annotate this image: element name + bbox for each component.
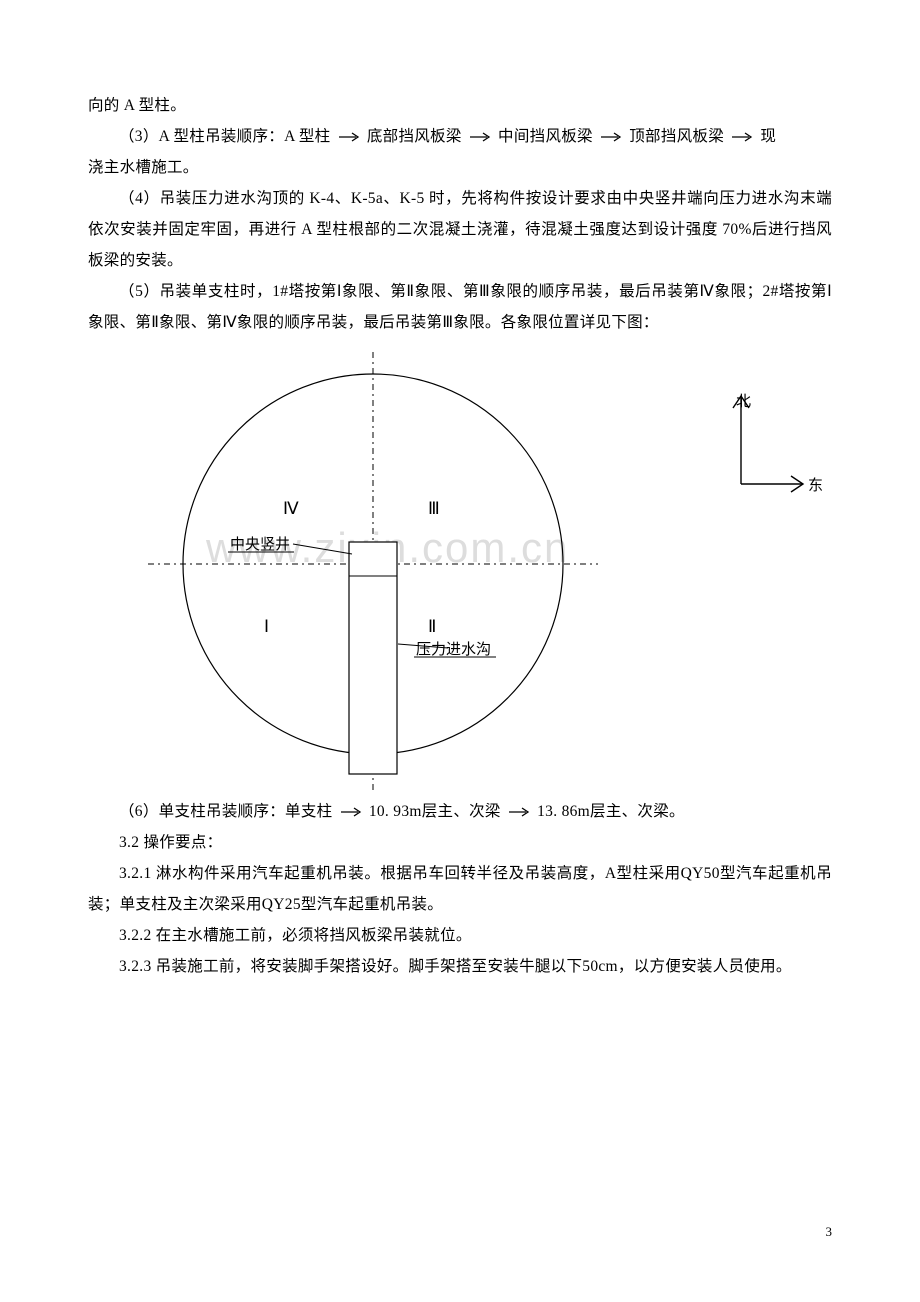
svg-text:Ⅲ: Ⅲ [428,499,440,518]
arrow-icon [338,132,360,142]
quadrant-diagram: www.zixin.com.cn ⅠⅡⅢⅣ中央竖井压力进水沟北东 [88,344,832,794]
para-2b: 浇主水槽施工。 [88,152,832,183]
svg-text:中央竖井: 中央竖井 [230,536,290,553]
para-8: 3.2.1 淋水构件采用汽车起重机吊装。根据吊车回转半径及吊装高度，A型柱采用Q… [88,858,832,920]
arrow-icon [600,132,622,142]
p10-text: 3.2.3 吊装施工前，将安装脚手架搭设好。脚手架搭至安装牛腿以下50cm，以方… [119,958,792,975]
p2-s3: 顶部挡风板梁 [629,128,724,145]
svg-text:压力进水沟: 压力进水沟 [416,641,491,658]
svg-text:Ⅰ: Ⅰ [264,617,269,636]
arrow-icon [731,132,753,142]
svg-text:北: 北 [736,393,751,410]
p2-line2: 浇主水槽施工。 [88,159,199,176]
arrow-icon [340,807,362,817]
p2-prefix: （3）A 型柱吊装顺序：A 型柱 [119,128,330,145]
para-3: （4）吊装压力进水沟顶的 K-4、K-5a、K-5 时，先将构件按设计要求由中央… [88,183,832,276]
p2-s1: 底部挡风板梁 [367,128,462,145]
p6-s2: 13. 86m层主、次梁。 [537,803,685,820]
p8-text: 3.2.1 淋水构件采用汽车起重机吊装。根据吊车回转半径及吊装高度，A型柱采用Q… [88,865,832,913]
para-7: 3.2 操作要点： [88,827,832,858]
para-6: （6）单支柱吊装顺序：单支柱 10. 93m层主、次梁 13. 86m层主、次梁… [88,796,832,827]
p6-prefix: （6）单支柱吊装顺序：单支柱 [119,803,332,820]
para-4: （5）吊装单支柱时，1#塔按第Ⅰ象限、第Ⅱ象限、第Ⅲ象限的顺序吊装，最后吊装第Ⅳ… [88,276,832,338]
p4-text: （5）吊装单支柱时，1#塔按第Ⅰ象限、第Ⅱ象限、第Ⅲ象限的顺序吊装，最后吊装第Ⅳ… [88,283,832,331]
svg-text:东: 东 [808,477,823,494]
p2-suffix-a: 现 [760,128,776,145]
page-number: 3 [826,1224,833,1240]
p3-text: （4）吊装压力进水沟顶的 K-4、K-5a、K-5 时，先将构件按设计要求由中央… [88,190,832,269]
para-10: 3.2.3 吊装施工前，将安装脚手架搭设好。脚手架搭至安装牛腿以下50cm，以方… [88,951,832,982]
p2-s2: 中间挡风板梁 [498,128,593,145]
svg-text:Ⅳ: Ⅳ [283,499,299,518]
diagram-svg: Ⅰ Ⅱ Ⅲ Ⅳ 中央竖井压力进水沟 北东 [88,344,832,794]
para-9: 3.2.2 在主水槽施工前，必须将挡风板梁吊装就位。 [88,920,832,951]
para-2: （3）A 型柱吊装顺序：A 型柱 底部挡风板梁 中间挡风板梁 顶部挡风板梁 现 [88,121,832,152]
p7-text: 3.2 操作要点： [119,834,222,851]
p1-text: 向的 A 型柱。 [88,97,186,114]
p6-s1: 10. 93m层主、次梁 [369,803,501,820]
para-1: 向的 A 型柱。 [88,90,832,121]
p9-text: 3.2.2 在主水槽施工前，必须将挡风板梁吊装就位。 [119,927,472,944]
arrow-icon [469,132,491,142]
svg-text:Ⅱ: Ⅱ [428,617,436,636]
arrow-icon [508,807,530,817]
